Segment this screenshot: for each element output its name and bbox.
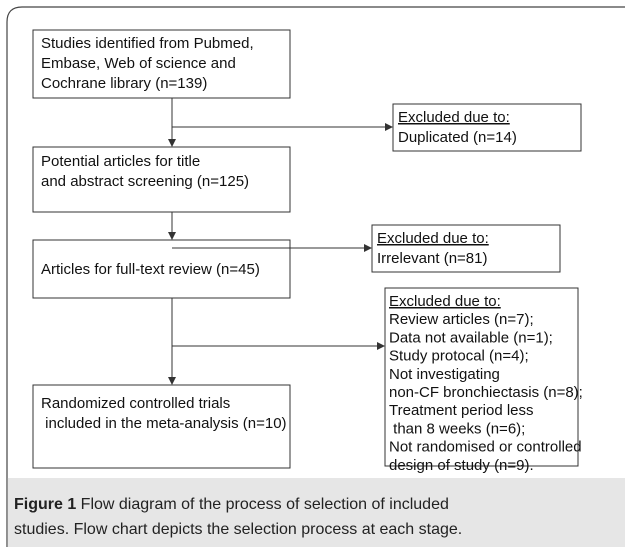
- caption-label: Figure 1: [14, 496, 76, 513]
- node-box: [32, 146, 291, 213]
- exclusion-text: Review articles (n=7);: [389, 311, 534, 328]
- caption-line: Figure 1 Flow diagram of the process of …: [14, 496, 449, 513]
- exclusion-text: Study protocal (n=4);: [389, 348, 529, 365]
- caption-bg: [7, 478, 625, 547]
- exclusion-text: design of study (n=9).: [389, 457, 534, 474]
- caption-text: studies. Flow chart depicts the selectio…: [14, 521, 462, 538]
- exclusion-box: [384, 287, 579, 467]
- node-text: and abstract screening (n=125): [41, 173, 249, 190]
- exclusion-text: Data not available (n=1);: [389, 329, 553, 346]
- exclusion-text: Treatment period less: [389, 402, 534, 419]
- exclusion-text: than 8 weeks (n=6);: [389, 420, 525, 437]
- exclusion-heading: Excluded due to:: [398, 109, 510, 126]
- node-text: Cochrane library (n=139): [41, 75, 207, 92]
- caption-text: Flow diagram of the process of selection…: [76, 496, 449, 513]
- exclusion-text: Not investigating: [389, 366, 500, 383]
- exclusion-text: Not randomised or controlled: [389, 439, 582, 456]
- node-box: [32, 239, 291, 299]
- exclusion-text: non-CF bronchiectasis (n=8);: [389, 384, 583, 401]
- node-text: Randomized controlled trials: [41, 395, 230, 412]
- node-text: Articles for full-text review (n=45): [41, 261, 260, 278]
- exclusion-heading: Excluded due to:: [377, 230, 489, 247]
- exclusion-box: [371, 224, 561, 273]
- exclusion-box: [392, 103, 582, 152]
- node-text: Potential articles for title: [41, 153, 200, 170]
- node-box: [32, 29, 291, 99]
- exclusion-heading: Excluded due to:: [389, 293, 501, 310]
- exclusion-text: Duplicated (n=14): [398, 129, 517, 146]
- frame: [6, 6, 625, 547]
- node-text: Studies identified from Pubmed,: [41, 35, 254, 52]
- node-text: Embase, Web of science and: [41, 55, 236, 72]
- node-text: included in the meta-analysis (n=10): [41, 415, 287, 432]
- exclusion-text: Irrelevant (n=81): [377, 250, 487, 267]
- node-box: [32, 384, 291, 469]
